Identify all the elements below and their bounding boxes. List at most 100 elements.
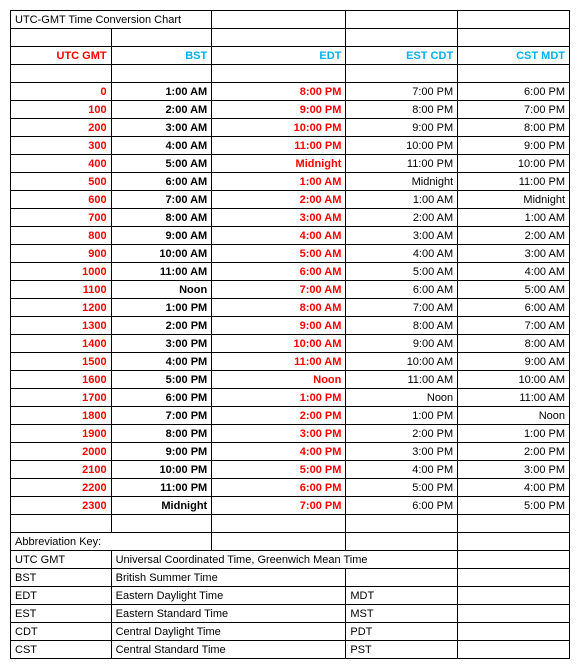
table-row: 2003:00 AM10:00 PM9:00 PM8:00 PM — [11, 119, 570, 137]
cell-bst: 11:00 AM — [111, 263, 212, 281]
cell-edt: 11:00 PM — [212, 137, 346, 155]
cell-utc: 1700 — [11, 389, 112, 407]
cell-cst: 4:00 AM — [458, 263, 570, 281]
cell-bst: 7:00 AM — [111, 191, 212, 209]
abbrev-right: PST — [346, 641, 458, 659]
cell-bst: 1:00 PM — [111, 299, 212, 317]
cell-est: Noon — [346, 389, 458, 407]
cell-cst: 7:00 PM — [458, 101, 570, 119]
title-row: UTC-GMT Time Conversion Chart — [11, 11, 570, 29]
abbrev-row: CDTCentral Daylight TimePDT — [11, 623, 570, 641]
cell-utc: 600 — [11, 191, 112, 209]
table-row: 210010:00 PM5:00 PM4:00 PM3:00 PM — [11, 461, 570, 479]
header-est: EST CDT — [346, 47, 458, 65]
abbrev-row: UTC GMTUniversal Coordinated Time, Green… — [11, 551, 570, 569]
table-row: 1002:00 AM9:00 PM8:00 PM7:00 PM — [11, 101, 570, 119]
abbrev-desc: Eastern Daylight Time — [111, 587, 346, 605]
cell-cst: Midnight — [458, 191, 570, 209]
table-row: 1100Noon7:00 AM6:00 AM5:00 AM — [11, 281, 570, 299]
table-row: 14003:00 PM10:00 AM9:00 AM8:00 AM — [11, 335, 570, 353]
cell-cst: 2:00 AM — [458, 227, 570, 245]
cell-est: 10:00 PM — [346, 137, 458, 155]
cell-utc: 1000 — [11, 263, 112, 281]
cell-est: 10:00 AM — [346, 353, 458, 371]
cell-est: 2:00 PM — [346, 425, 458, 443]
cell-utc: 300 — [11, 137, 112, 155]
cell-cst: 11:00 PM — [458, 173, 570, 191]
abbrev-desc: Central Standard Time — [111, 641, 346, 659]
abbrev-row: EDTEastern Daylight TimeMDT — [11, 587, 570, 605]
cell-utc: 1500 — [11, 353, 112, 371]
table-row: 01:00 AM8:00 PM7:00 PM6:00 PM — [11, 83, 570, 101]
table-row: 8009:00 AM4:00 AM3:00 AM2:00 AM — [11, 227, 570, 245]
table-row: 17006:00 PM1:00 PMNoon11:00 AM — [11, 389, 570, 407]
abbrev-row: BSTBritish Summer Time — [11, 569, 570, 587]
cell-edt: 11:00 AM — [212, 353, 346, 371]
cell-edt: 2:00 PM — [212, 407, 346, 425]
cell-est: 11:00 PM — [346, 155, 458, 173]
cell-cst: 8:00 AM — [458, 335, 570, 353]
cell-utc: 2100 — [11, 461, 112, 479]
abbrev-key: CDT — [11, 623, 112, 641]
cell-bst: 7:00 PM — [111, 407, 212, 425]
abbrev-key: EDT — [11, 587, 112, 605]
cell-edt: 3:00 PM — [212, 425, 346, 443]
cell-bst: 10:00 PM — [111, 461, 212, 479]
cell-bst: Noon — [111, 281, 212, 299]
cell-cst: 1:00 AM — [458, 209, 570, 227]
cell-est: 8:00 PM — [346, 101, 458, 119]
cell-cst: 9:00 AM — [458, 353, 570, 371]
table-row: 7008:00 AM3:00 AM2:00 AM1:00 AM — [11, 209, 570, 227]
abbrev-desc: British Summer Time — [111, 569, 346, 587]
cell-est: 5:00 AM — [346, 263, 458, 281]
cell-edt: 1:00 AM — [212, 173, 346, 191]
cell-bst: 4:00 AM — [111, 137, 212, 155]
cell-cst: 8:00 PM — [458, 119, 570, 137]
cell-est: 11:00 AM — [346, 371, 458, 389]
cell-bst: 3:00 PM — [111, 335, 212, 353]
cell-edt: 8:00 PM — [212, 83, 346, 101]
cell-est: 2:00 AM — [346, 209, 458, 227]
cell-cst: 11:00 AM — [458, 389, 570, 407]
abbrev-right: MDT — [346, 587, 458, 605]
cell-est: 4:00 AM — [346, 245, 458, 263]
table-row: 19008:00 PM3:00 PM2:00 PM1:00 PM — [11, 425, 570, 443]
cell-bst: 8:00 AM — [111, 209, 212, 227]
cell-utc: 900 — [11, 245, 112, 263]
table-row: 100011:00 AM6:00 AM5:00 AM4:00 AM — [11, 263, 570, 281]
cell-cst: 5:00 PM — [458, 497, 570, 515]
cell-cst: 5:00 AM — [458, 281, 570, 299]
cell-edt: 5:00 PM — [212, 461, 346, 479]
cell-cst: Noon — [458, 407, 570, 425]
cell-cst: 3:00 AM — [458, 245, 570, 263]
cell-utc: 100 — [11, 101, 112, 119]
cell-est: 3:00 AM — [346, 227, 458, 245]
abbrev-right — [346, 569, 458, 587]
cell-cst: 10:00 PM — [458, 155, 570, 173]
cell-cst: 2:00 PM — [458, 443, 570, 461]
cell-est: 8:00 AM — [346, 317, 458, 335]
abbrev-key: UTC GMT — [11, 551, 112, 569]
cell-edt: 4:00 PM — [212, 443, 346, 461]
cell-bst: 8:00 PM — [111, 425, 212, 443]
table-row: 12001:00 PM8:00 AM7:00 AM6:00 AM — [11, 299, 570, 317]
cell-bst: 2:00 AM — [111, 101, 212, 119]
table-row: 20009:00 PM4:00 PM3:00 PM2:00 PM — [11, 443, 570, 461]
cell-edt: Noon — [212, 371, 346, 389]
table-row: 2300Midnight7:00 PM6:00 PM5:00 PM — [11, 497, 570, 515]
conversion-table: UTC-GMT Time Conversion Chart UTC GMT BS… — [10, 10, 570, 659]
header-cst: CST MDT — [458, 47, 570, 65]
cell-utc: 2300 — [11, 497, 112, 515]
cell-est: 5:00 PM — [346, 479, 458, 497]
cell-cst: 6:00 AM — [458, 299, 570, 317]
abbrev-desc: Eastern Standard Time — [111, 605, 346, 623]
cell-bst: 3:00 AM — [111, 119, 212, 137]
chart-title: UTC-GMT Time Conversion Chart — [11, 11, 212, 29]
abbrev-key: BST — [11, 569, 112, 587]
header-bst: BST — [111, 47, 212, 65]
cell-utc: 500 — [11, 173, 112, 191]
table-row: 6007:00 AM2:00 AM1:00 AMMidnight — [11, 191, 570, 209]
cell-utc: 1400 — [11, 335, 112, 353]
cell-cst: 9:00 PM — [458, 137, 570, 155]
cell-cst: 10:00 AM — [458, 371, 570, 389]
